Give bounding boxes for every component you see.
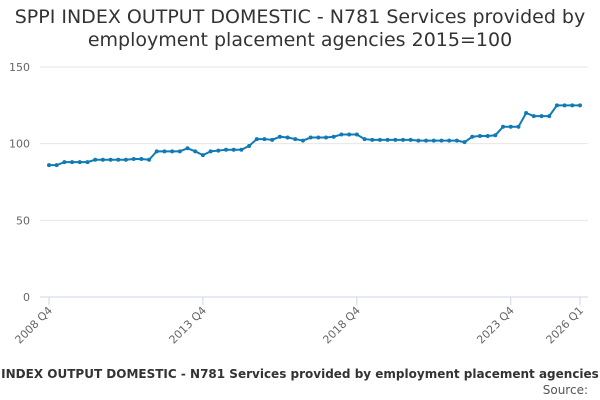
point xyxy=(239,147,244,152)
point xyxy=(200,153,205,158)
point xyxy=(85,160,90,165)
point xyxy=(447,138,452,143)
point xyxy=(285,135,290,140)
source: Source: xyxy=(543,383,588,397)
point xyxy=(54,163,59,168)
point xyxy=(47,163,51,168)
point xyxy=(424,138,429,143)
point xyxy=(293,137,298,142)
y-tick-label: 50 xyxy=(16,214,30,227)
y-tick-label: 100 xyxy=(9,138,30,151)
point xyxy=(100,157,105,162)
point xyxy=(393,137,398,142)
point xyxy=(62,160,67,165)
point xyxy=(408,137,413,142)
point xyxy=(516,124,521,129)
point xyxy=(123,157,128,162)
point xyxy=(216,148,221,153)
point xyxy=(362,137,367,142)
point xyxy=(339,132,344,137)
point xyxy=(324,135,329,140)
point xyxy=(562,103,567,108)
point xyxy=(162,149,167,154)
point xyxy=(177,149,182,154)
point xyxy=(578,103,582,108)
y-tick-label: 150 xyxy=(9,61,30,74)
x-tick-label: 2023 Q4 xyxy=(474,304,517,347)
point xyxy=(508,124,513,129)
point xyxy=(224,147,228,152)
point xyxy=(524,111,529,115)
point xyxy=(300,138,305,143)
point xyxy=(254,137,259,142)
point xyxy=(77,160,82,165)
point xyxy=(531,114,536,119)
point xyxy=(116,157,121,162)
point xyxy=(170,149,175,154)
point xyxy=(477,134,482,138)
point xyxy=(208,149,213,154)
chart-title: SPPI INDEX OUTPUT DOMESTIC - N781 Servic… xyxy=(14,6,586,51)
point xyxy=(401,137,405,142)
point xyxy=(308,135,313,140)
point xyxy=(539,114,544,119)
point xyxy=(139,157,144,161)
x-tick-label: 2008 Q4 xyxy=(13,304,56,347)
point xyxy=(462,140,467,145)
x-tick-label: 2026 Q1 xyxy=(544,304,587,347)
point xyxy=(493,133,498,138)
point xyxy=(354,132,359,137)
point xyxy=(385,137,390,142)
point xyxy=(154,149,159,154)
point xyxy=(377,137,382,142)
point xyxy=(262,137,267,142)
point xyxy=(231,147,236,152)
point xyxy=(554,103,559,108)
point xyxy=(331,134,336,139)
caption: INDEX OUTPUT DOMESTIC - N781 Services pr… xyxy=(1,367,599,381)
point xyxy=(347,132,352,137)
point xyxy=(185,146,190,151)
point xyxy=(316,135,321,140)
point xyxy=(454,138,459,143)
point xyxy=(570,103,575,108)
point xyxy=(108,157,113,162)
point xyxy=(93,157,98,162)
y-tick-label: 0 xyxy=(23,291,30,304)
point xyxy=(547,114,552,119)
point xyxy=(247,143,252,148)
point xyxy=(501,124,506,129)
point xyxy=(193,149,198,154)
point xyxy=(416,138,421,143)
point xyxy=(485,134,490,138)
point xyxy=(439,138,444,143)
x-tick-label: 2013 Q4 xyxy=(166,304,209,347)
point xyxy=(147,157,152,162)
line xyxy=(49,104,580,167)
point xyxy=(270,137,275,142)
point xyxy=(470,134,475,139)
point xyxy=(277,134,282,139)
point xyxy=(131,157,136,161)
x-tick-label: 2018 Q4 xyxy=(320,304,363,347)
point xyxy=(431,138,436,143)
point xyxy=(70,160,75,165)
point xyxy=(370,137,375,142)
